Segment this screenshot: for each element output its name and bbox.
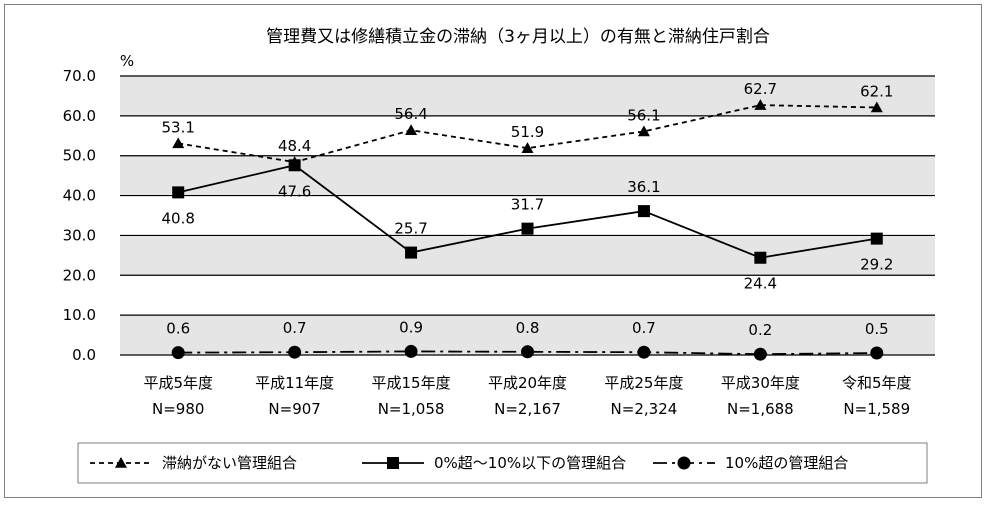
grid-band <box>120 76 935 116</box>
circle-marker <box>404 344 418 358</box>
circle-marker <box>288 345 302 359</box>
data-label: 62.1 <box>860 82 893 100</box>
legend-box <box>77 442 928 484</box>
data-label: 29.2 <box>860 256 893 274</box>
circle-marker <box>677 456 691 470</box>
square-marker <box>637 205 650 218</box>
square-marker <box>387 457 399 469</box>
triangle-marker <box>870 101 883 113</box>
data-label: 62.7 <box>744 80 777 98</box>
data-label: 0.2 <box>748 321 772 339</box>
circle-marker <box>171 346 185 360</box>
y-axis-unit: % <box>120 52 134 70</box>
data-label: 0.9 <box>399 318 423 336</box>
y-tick-label: 60.0 <box>63 107 96 125</box>
data-label: 31.7 <box>511 196 544 214</box>
chart-title: 管理費又は修繕積立金の滞納（3ヶ月以上）の有無と滞納住戸割合 <box>266 27 770 47</box>
data-labels: 53.1 48.4 56.4 51.9 56.1 62.7 62.1 40.8 47.6 25.7… <box>162 80 894 339</box>
y-tick-label: 0.0 <box>72 346 96 364</box>
triangle-marker <box>637 125 650 137</box>
grid-band <box>120 155 935 196</box>
legend-label: 0%超～10%以下の管理組合 <box>434 454 626 472</box>
x-sample-size-label: N=980 <box>152 400 204 418</box>
x-tick-label: 平成15年度 <box>372 374 451 392</box>
plot-bands <box>120 76 935 355</box>
y-axis-ticks: 0.0 10.0 20.0 30.0 40.0 50.0 60.0 70.0 <box>63 67 96 364</box>
circle-marker <box>870 346 884 360</box>
triangle-marker <box>754 99 767 110</box>
x-sample-size-label: N=907 <box>268 400 320 418</box>
data-label: 56.1 <box>627 106 660 124</box>
square-marker <box>405 246 418 259</box>
legend: 滞納がない管理組合 0%超～10%以下の管理組合 10%超の管理組合 <box>90 454 848 472</box>
legend-label: 滞納がない管理組合 <box>162 454 297 472</box>
grid-band <box>120 235 935 276</box>
data-label: 0.5 <box>865 320 889 338</box>
data-label: 40.8 <box>162 209 195 227</box>
square-marker <box>521 222 534 235</box>
data-label: 56.4 <box>394 105 427 123</box>
data-label: 47.6 <box>278 182 311 200</box>
x-tick-label: 平成5年度 <box>143 374 213 392</box>
triangle-marker <box>172 137 185 149</box>
square-marker <box>754 251 767 264</box>
x-axis-ticks: 平成5年度 N=980 平成11年度 N=907 平成15年度 N=1,058 平成20年度… <box>143 374 911 418</box>
x-sample-size-label: N=2,167 <box>494 400 561 418</box>
x-sample-size-label: N=1,589 <box>843 400 910 418</box>
y-tick-label: 70.0 <box>63 67 96 85</box>
triangle-marker <box>521 142 534 153</box>
x-tick-label: 平成11年度 <box>255 374 334 392</box>
y-tick-label: 10.0 <box>63 306 96 324</box>
circle-marker <box>521 345 534 359</box>
y-tick-label: 40.0 <box>63 187 96 205</box>
data-label: 51.9 <box>511 123 544 141</box>
circle-marker <box>753 347 767 361</box>
x-tick-label: 令和5年度 <box>842 374 912 392</box>
data-label: 53.1 <box>162 118 195 136</box>
x-sample-size-label: N=1,058 <box>378 400 445 418</box>
y-tick-label: 20.0 <box>63 266 96 284</box>
triangle-marker <box>405 124 418 136</box>
x-tick-label: 平成20年度 <box>488 374 567 392</box>
square-marker <box>288 159 301 172</box>
square-marker <box>172 186 185 199</box>
data-label: 48.4 <box>278 137 311 155</box>
triangle-marker <box>115 457 127 468</box>
x-sample-size-label: N=1,688 <box>727 400 794 418</box>
data-label: 0.7 <box>632 319 656 337</box>
x-sample-size-label: N=2,324 <box>611 400 678 418</box>
y-tick-label: 50.0 <box>63 147 96 165</box>
data-label: 25.7 <box>394 220 427 238</box>
data-label: 24.4 <box>744 275 777 293</box>
gridlines <box>120 75 935 356</box>
x-tick-label: 平成30年度 <box>721 374 800 392</box>
series-markers <box>171 99 884 361</box>
data-label: 36.1 <box>627 178 660 196</box>
data-label: 0.8 <box>516 319 540 337</box>
y-tick-label: 30.0 <box>63 226 96 244</box>
x-tick-label: 平成25年度 <box>604 374 683 392</box>
legend-label: 10%超の管理組合 <box>725 454 848 472</box>
circle-marker <box>637 345 651 359</box>
data-label: 0.7 <box>283 319 307 337</box>
square-marker <box>870 232 883 245</box>
chart-frame <box>4 4 982 498</box>
data-label: 0.6 <box>166 320 190 338</box>
